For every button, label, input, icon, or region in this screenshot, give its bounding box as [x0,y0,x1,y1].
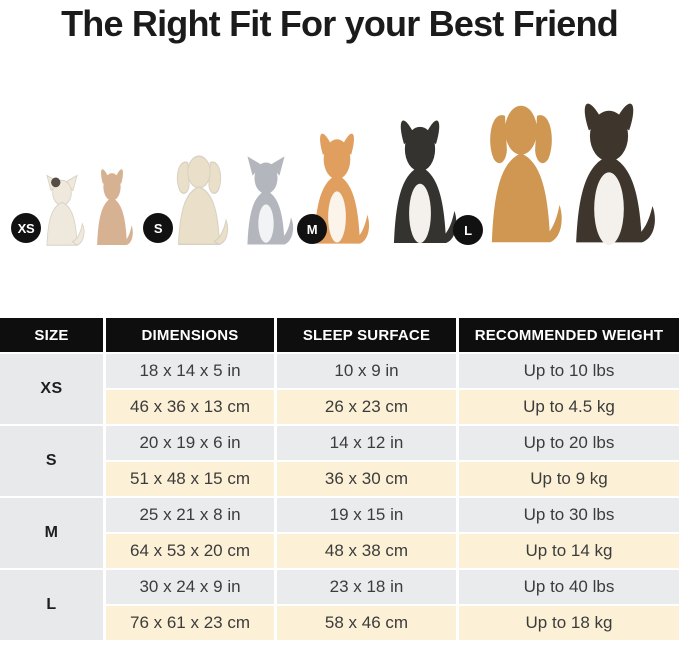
table-cell-dimensions: 76 x 61 x 23 cm [106,606,274,640]
table-cell-weight: Up to 30 lbs [459,498,679,532]
pets-lineup [0,48,679,248]
size-badge-l: L [453,215,483,245]
table-cell-sleep-surface: 58 x 46 cm [277,606,456,640]
page-title: The Right Fit For your Best Friend [61,3,619,44]
table-cell-dimensions: 46 x 36 x 13 cm [106,390,274,424]
golden-retriever-icon [490,105,562,243]
rough-collie-icon [576,103,655,246]
table-cell-sleep-surface: 48 x 38 cm [277,534,456,568]
size-label-l: L [0,570,103,640]
table-cell-weight: Up to 14 kg [459,534,679,568]
size-label-m: M [0,498,103,568]
table-cell-sleep-surface: 19 x 15 in [277,498,456,532]
column-header-sleep-surface: SLEEP SURFACE [277,318,456,352]
table-cell-weight: Up to 20 lbs [459,426,679,460]
table-cell-sleep-surface: 14 x 12 in [277,426,456,460]
table-cell-weight: Up to 18 kg [459,606,679,640]
table-cell-dimensions: 51 x 48 x 15 cm [106,462,274,496]
table-cell-dimensions: 20 x 19 x 6 in [106,426,274,460]
maltese-puppy-icon [176,155,229,245]
table-cell-dimensions: 18 x 14 x 5 in [106,354,274,388]
column-header-size: SIZE [0,318,103,352]
white-cat-icon [46,174,85,246]
table-cell-weight: Up to 9 kg [459,462,679,496]
table-cell-weight: Up to 10 lbs [459,354,679,388]
size-badge-m: M [297,214,327,244]
table-cell-sleep-surface: 10 x 9 in [277,354,456,388]
size-table: SIZE DIMENSIONS SLEEP SURFACE RECOMMENDE… [0,318,679,640]
table-cell-sleep-surface: 36 x 30 cm [277,462,456,496]
chihuahua-icon [97,169,133,245]
corgi-icon [314,133,370,244]
gray-cat-icon [247,156,294,245]
table-cell-weight: Up to 4.5 kg [459,390,679,424]
table-cell-sleep-surface: 23 x 18 in [277,570,456,604]
table-cell-sleep-surface: 26 x 23 cm [277,390,456,424]
column-header-recommended-weight: RECOMMENDED WEIGHT [459,318,679,352]
size-label-s: S [0,426,103,496]
border-collie-icon [393,120,457,244]
size-label-xs: XS [0,354,103,424]
table-cell-dimensions: 25 x 21 x 8 in [106,498,274,532]
column-header-dimensions: DIMENSIONS [106,318,274,352]
table-cell-dimensions: 30 x 24 x 9 in [106,570,274,604]
size-badge-xs: XS [11,213,41,243]
table-cell-weight: Up to 40 lbs [459,570,679,604]
table-cell-dimensions: 64 x 53 x 20 cm [106,534,274,568]
size-badge-s: S [143,213,173,243]
